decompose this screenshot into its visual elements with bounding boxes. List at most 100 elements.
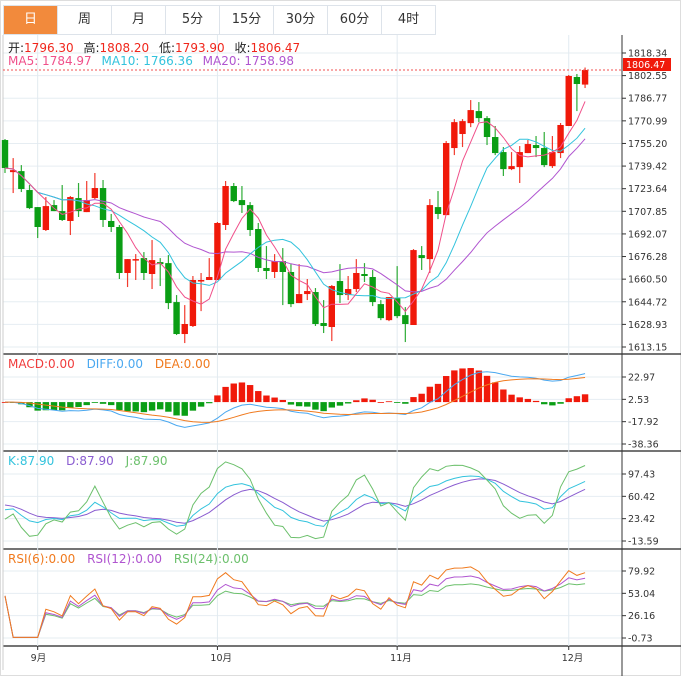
- diff-line: [4, 371, 586, 428]
- axis-label: 1723.64: [628, 184, 667, 195]
- axis-label: -17.92: [628, 417, 659, 428]
- macd-bar: [467, 368, 474, 403]
- macd-bar: [214, 395, 221, 403]
- macd-bar: [402, 402, 409, 404]
- ma5-line: [4, 101, 586, 313]
- macd-bar: [369, 399, 376, 403]
- candle-down: [58, 211, 66, 220]
- macd-bar: [541, 402, 548, 405]
- tab-day[interactable]: 日: [4, 6, 58, 34]
- macd-bar: [67, 402, 74, 408]
- candle-up: [189, 280, 197, 327]
- macd-bar: [385, 401, 393, 403]
- macd-bar: [516, 397, 523, 403]
- close-value: 1806.47: [250, 41, 301, 55]
- candle-down: [320, 323, 327, 327]
- candle-down: [246, 205, 254, 231]
- macd-bar: [255, 391, 262, 403]
- candle-up: [214, 222, 221, 281]
- axis-label: 1660.50: [628, 275, 667, 286]
- candle-down: [418, 255, 425, 259]
- macd-bar: [442, 376, 450, 403]
- candle-down: [541, 148, 548, 166]
- candle-up: [295, 294, 303, 304]
- candle-down: [492, 137, 499, 154]
- x-axis-label: 10月: [210, 653, 232, 664]
- ohlc-info: 开:1796.30 高:1808.20 低:1793.90 收:1806.47: [8, 39, 306, 56]
- axis-label: 1613.15: [628, 343, 667, 354]
- macd-bar: [393, 402, 401, 403]
- candle-down: [369, 277, 376, 303]
- axis-label: 1676.28: [628, 252, 667, 263]
- candle-up: [508, 166, 515, 170]
- axis-label: 53.04: [628, 589, 655, 600]
- ma20-line: [4, 138, 586, 293]
- candle-up: [557, 124, 564, 154]
- candle-up: [524, 144, 532, 154]
- candle-down: [238, 200, 246, 206]
- axis-label: -38.36: [628, 440, 659, 451]
- tab-60min[interactable]: 60分: [328, 6, 382, 34]
- macd-bar: [320, 402, 327, 412]
- candle-up: [132, 259, 139, 261]
- candle-up: [304, 291, 311, 295]
- macd-bar: [206, 402, 213, 404]
- candle-up: [549, 152, 556, 167]
- axis-label: 1786.77: [628, 94, 667, 105]
- macd-bar: [557, 402, 564, 404]
- macd-bar: [565, 398, 572, 403]
- axis-label: -13.59: [628, 537, 659, 548]
- macd-bar: [75, 402, 82, 407]
- candle-down: [230, 186, 237, 202]
- tab-4hour[interactable]: 4时: [382, 6, 436, 34]
- candle-up: [271, 261, 278, 272]
- low-label: 低:: [159, 41, 176, 55]
- macd-bar: [181, 402, 188, 416]
- candle-up: [426, 205, 434, 260]
- candle-up: [328, 286, 335, 328]
- tab-5min[interactable]: 5分: [166, 6, 220, 34]
- ma20-value: MA20: 1758.98: [202, 54, 294, 68]
- macd-bar: [549, 402, 556, 406]
- axis-label: 1707.85: [628, 207, 667, 218]
- candle-up: [222, 186, 229, 225]
- k-line: [4, 475, 586, 527]
- candle-up: [410, 250, 417, 326]
- macd-bar: [230, 383, 237, 403]
- candle-down: [532, 145, 540, 149]
- candle-up: [516, 152, 523, 168]
- axis-label: 1770.99: [628, 116, 667, 127]
- period-tabs: 日 周 月 5分 15分 30分 60分 4时: [3, 5, 436, 35]
- candle-down: [1, 140, 9, 168]
- macd-bar: [157, 402, 164, 410]
- dea-line: [5, 377, 586, 423]
- candle-up: [67, 197, 74, 221]
- macd-bar: [116, 402, 123, 411]
- candle-down: [483, 118, 491, 138]
- ma-info: MA5: 1784.97 MA10: 1766.36 MA20: 1758.98: [8, 54, 300, 68]
- k-value: K:87.90: [8, 454, 55, 468]
- candle-up: [459, 121, 466, 135]
- tab-30min[interactable]: 30分: [274, 6, 328, 34]
- axis-label: 1818.34: [628, 49, 667, 60]
- macd-bar: [500, 389, 507, 403]
- macd-bar: [312, 402, 319, 410]
- tab-15min[interactable]: 15分: [220, 6, 274, 34]
- tab-week[interactable]: 周: [58, 6, 112, 34]
- candle-down: [75, 198, 82, 212]
- macd-bar: [279, 399, 286, 403]
- high-label: 高:: [83, 41, 100, 55]
- macd-bar: [304, 402, 311, 407]
- macd-bar: [377, 402, 385, 403]
- candle-down: [165, 263, 172, 304]
- macd-bar: [263, 395, 270, 403]
- candle-down: [312, 292, 319, 325]
- macd-bar: [328, 402, 335, 408]
- macd-bar: [434, 383, 442, 403]
- candle-up: [451, 122, 458, 149]
- candle-down: [99, 188, 107, 220]
- candle-down: [393, 298, 401, 317]
- tab-month[interactable]: 月: [112, 6, 166, 34]
- macd-bar: [573, 396, 581, 403]
